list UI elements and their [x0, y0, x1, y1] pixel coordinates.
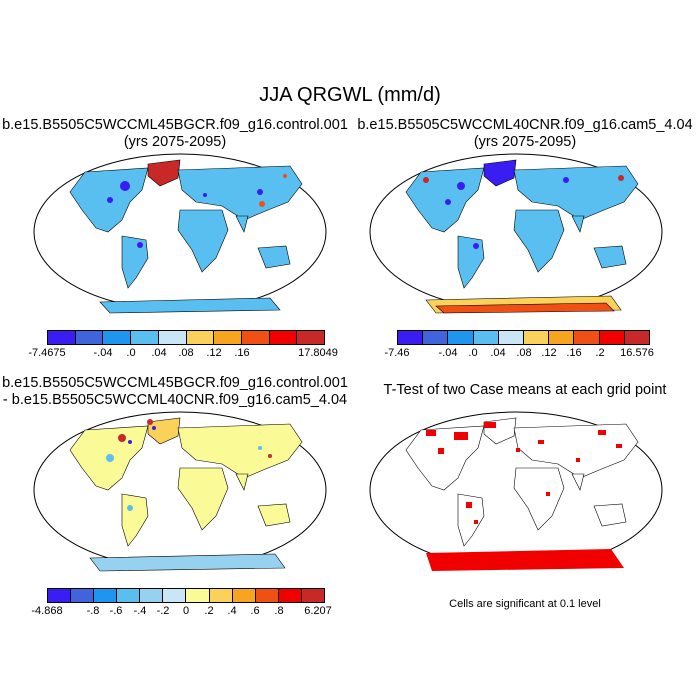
colorbar-swatch	[599, 331, 625, 344]
colorbar-bottom-left	[47, 588, 325, 603]
colorbar-swatch	[269, 331, 298, 344]
colorbar-swatch	[624, 331, 650, 344]
colorbar-tick-label: -.04	[438, 347, 458, 359]
colorbar-tick-label: .2	[204, 605, 214, 617]
colorbar-swatch	[94, 589, 118, 602]
colorbar-swatch	[186, 331, 215, 344]
colorbar-swatch	[473, 331, 499, 344]
colorbar-swatch	[71, 589, 95, 602]
colorbar-swatch	[186, 589, 210, 602]
colorbar-tick-label: .2	[595, 347, 605, 359]
colorbar-tick-label: .0	[468, 347, 478, 359]
colorbar-swatch	[48, 331, 76, 344]
colorbar-swatch	[297, 331, 325, 344]
panel-title-top-right: b.e15.B5505C5WCCML40CNR.f09_g16.cam5_4.0…	[350, 117, 700, 151]
colorbar-tick-label: .16	[566, 347, 582, 359]
colorbar-tick-label: .12	[206, 347, 222, 359]
panel-title-bottom-left: b.e15.B5505C5WCCML45BGCR.f09_g16.control…	[0, 375, 350, 409]
colorbar-tick-label: 16.576	[620, 347, 654, 359]
panel-title-line2: (yrs 2075-2095)	[473, 134, 577, 150]
colorbar-tick-label: .08	[516, 347, 532, 359]
colorbar-swatch	[158, 331, 187, 344]
colorbar-tick-label: .8	[274, 605, 284, 617]
panel-title-bottom-right: T-Test of two Case means at each grid po…	[383, 382, 667, 398]
colorbar-tick-label: -.4	[133, 605, 147, 617]
colorbar-tick-label: -7.46	[384, 347, 410, 359]
colorbar-tick-label: -.6	[109, 605, 123, 617]
colorbar-swatch	[75, 331, 104, 344]
colorbar-swatch	[448, 331, 474, 344]
colorbar-tick-label: -.2	[156, 605, 170, 617]
colorbar-swatch	[163, 589, 187, 602]
colorbar-tick-label: .16	[234, 347, 250, 359]
colorbar-tick-label: 6.207	[304, 605, 332, 617]
panel-title-line1: b.e15.B5505C5WCCML45BGCR.f09_g16.control…	[2, 117, 348, 133]
figure-title: JJA QRGWL (mm/d)	[259, 84, 441, 106]
colorbar-tick-label: -4.868	[31, 605, 63, 617]
colorbar-tick-label: .12	[541, 347, 557, 359]
colorbar-swatch	[131, 331, 159, 344]
colorbar-swatch	[423, 331, 449, 344]
significance-note: Cells are significant at 0.1 level	[449, 598, 601, 610]
panel-title-line1: b.e15.B5505C5WCCML45BGCR.f09_g16.control…	[2, 375, 348, 391]
colorbar-top-right	[397, 330, 650, 345]
colorbar-swatch	[214, 331, 242, 344]
colorbar-swatch	[255, 589, 279, 602]
panel-title-line2: - b.e15.B5505C5WCCML40CNR.f09_g16.cam5_4…	[2, 392, 348, 408]
colorbar-swatch	[140, 589, 164, 602]
colorbar-swatch	[232, 589, 256, 602]
panel-title-line1: b.e15.B5505C5WCCML40CNR.f09_g16.cam5_4.0…	[357, 117, 693, 133]
colorbar-swatch	[117, 589, 141, 602]
colorbar-swatch	[524, 331, 550, 344]
panel-title-line2: (yrs 2075-2095)	[123, 134, 227, 150]
map-top-left	[33, 153, 327, 314]
colorbar-swatch	[209, 589, 233, 602]
colorbar-tick-label: 0	[182, 605, 190, 617]
colorbar-swatch	[241, 331, 270, 344]
colorbar-tick-label: -7.4675	[28, 347, 66, 359]
colorbar-tick-label: -.04	[93, 347, 113, 359]
colorbar-swatch	[301, 589, 324, 602]
map-bottom-right	[369, 411, 663, 571]
colorbar-swatch	[48, 589, 72, 602]
colorbar-swatch	[498, 331, 525, 344]
colorbar-tick-label: 17.8049	[298, 347, 338, 359]
colorbar-top-left	[47, 330, 325, 345]
colorbar-swatch	[574, 331, 600, 344]
colorbar-tick-label: .04	[151, 347, 167, 359]
colorbar-tick-label: -.8	[86, 605, 100, 617]
colorbar-swatch	[278, 589, 302, 602]
colorbar-tick-label: .04	[490, 347, 506, 359]
map-bottom-left	[33, 411, 327, 572]
colorbar-tick-label: .0	[126, 347, 136, 359]
panel-title-top-left: b.e15.B5505C5WCCML45BGCR.f09_g16.control…	[0, 117, 350, 151]
colorbar-tick-label: .6	[250, 605, 260, 617]
colorbar-swatch	[549, 331, 575, 344]
colorbar-swatch	[398, 331, 424, 344]
colorbar-swatch	[103, 331, 132, 344]
colorbar-tick-label: .4	[227, 605, 237, 617]
colorbar-tick-label: .08	[178, 347, 194, 359]
map-top-right	[369, 153, 663, 314]
